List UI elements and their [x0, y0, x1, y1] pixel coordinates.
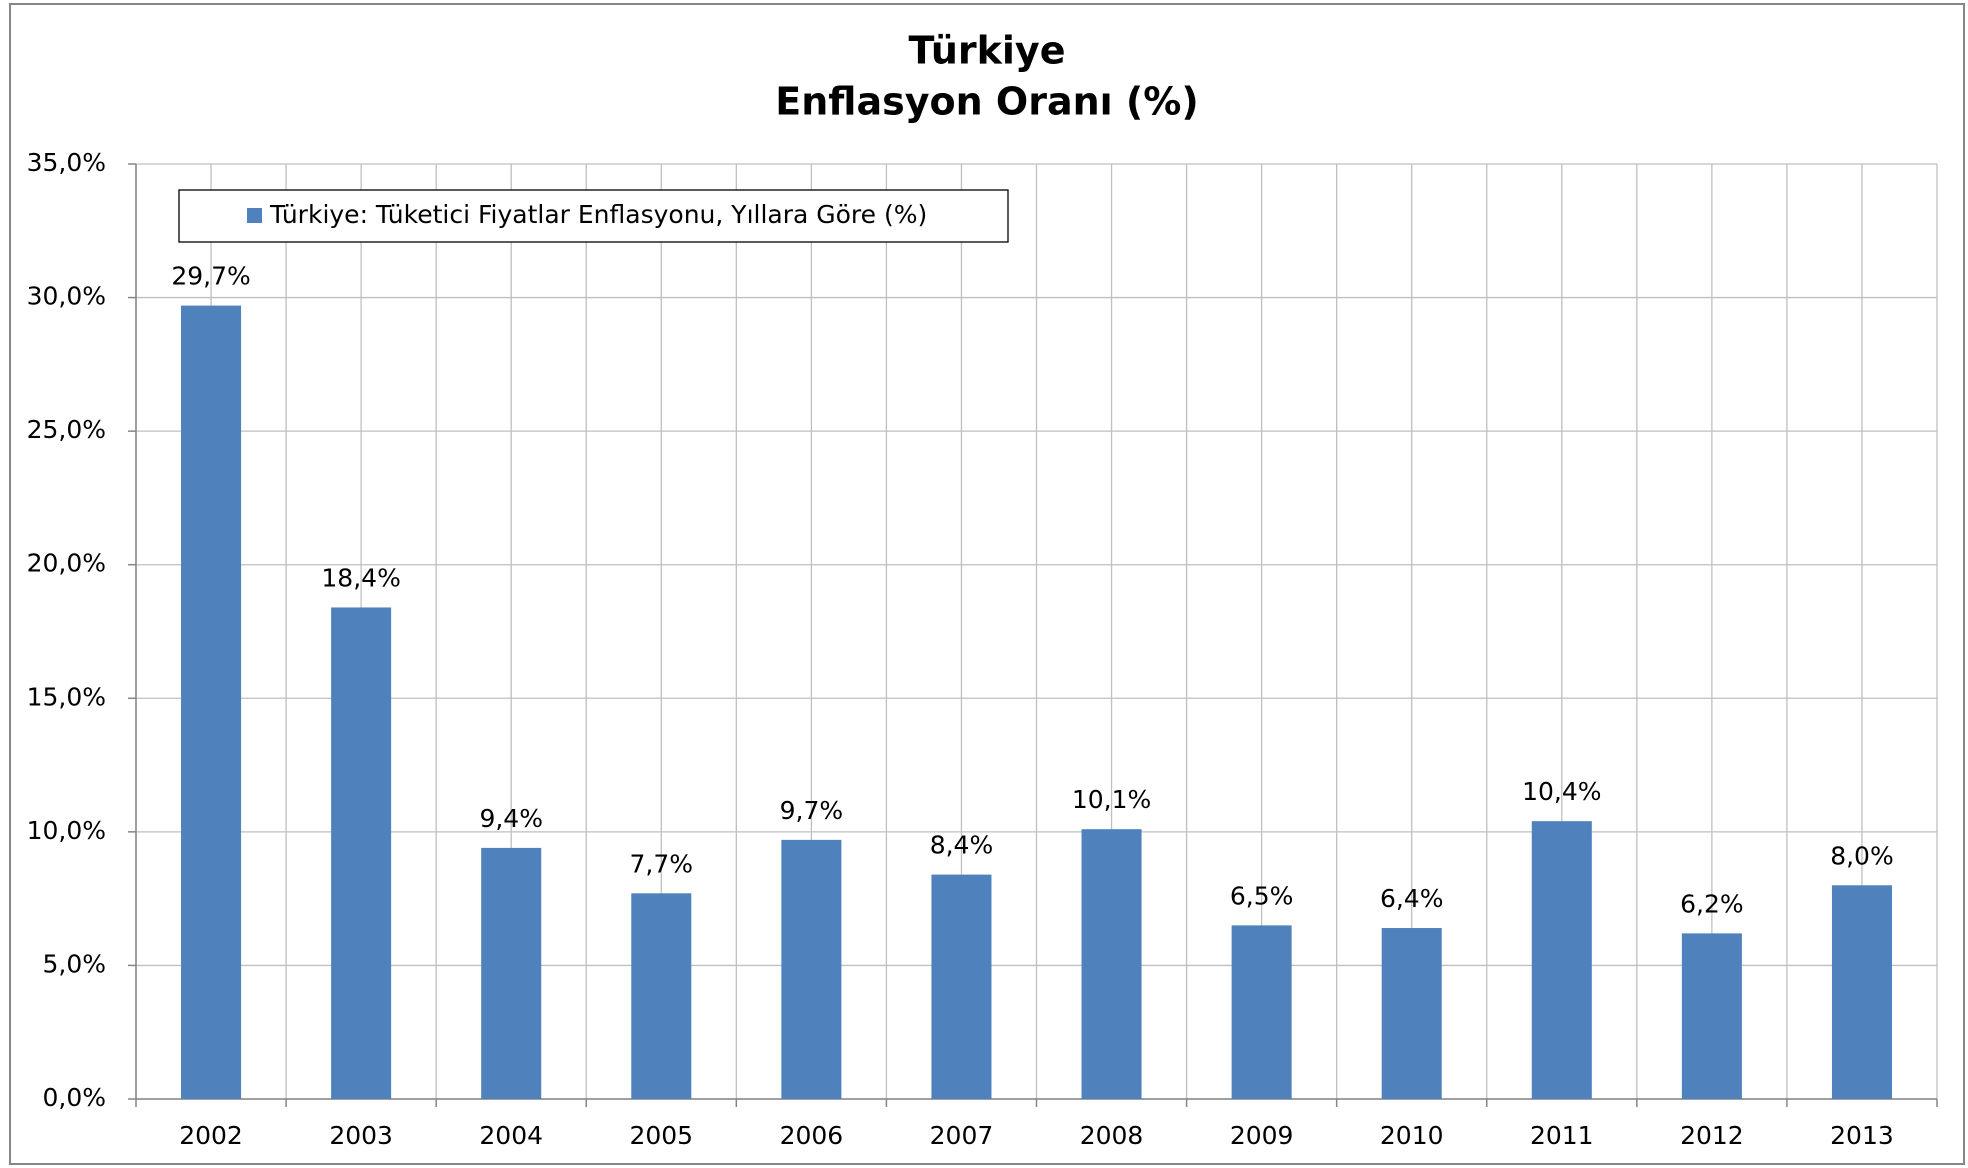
x-tick-label: 2013 [1830, 1121, 1894, 1150]
bar [1081, 829, 1142, 1099]
x-tick-label: 2005 [629, 1121, 693, 1150]
y-tick-label: 15,0% [27, 682, 106, 711]
data-label: 8,4% [930, 831, 994, 860]
data-label: 18,4% [321, 563, 400, 592]
bar [481, 847, 542, 1099]
y-tick-label: 0,0% [42, 1083, 106, 1112]
bar [1531, 821, 1592, 1099]
legend-label: Türkiye: Tüketici Fiyatlar Enflasyonu, Y… [269, 200, 927, 229]
x-tick-label: 2002 [179, 1121, 243, 1150]
x-tick-label: 2012 [1680, 1121, 1744, 1150]
x-tick-label: 2004 [479, 1121, 543, 1150]
bar [1231, 925, 1292, 1099]
y-tick-label: 35,0% [27, 148, 106, 177]
data-label: 7,7% [630, 849, 694, 878]
bar [931, 874, 992, 1099]
data-label: 29,7% [171, 262, 250, 291]
data-label: 10,1% [1072, 785, 1151, 814]
data-label: 8,0% [1830, 841, 1894, 870]
data-label: 6,2% [1680, 889, 1744, 918]
x-tick-label: 2008 [1080, 1121, 1144, 1150]
bar [331, 607, 392, 1099]
data-label: 9,7% [780, 796, 844, 825]
bar [1681, 933, 1742, 1099]
bar [781, 839, 842, 1099]
data-label: 6,5% [1230, 881, 1294, 910]
y-tick-label: 25,0% [27, 415, 106, 444]
x-tick-label: 2003 [329, 1121, 393, 1150]
x-tick-label: 2009 [1230, 1121, 1294, 1150]
y-tick-label: 30,0% [27, 282, 106, 311]
bar [1831, 885, 1892, 1099]
x-tick-label: 2010 [1380, 1121, 1444, 1150]
x-tick-label: 2011 [1530, 1121, 1594, 1150]
bar [631, 893, 692, 1099]
y-tick-label: 10,0% [27, 816, 106, 845]
bar [1381, 928, 1442, 1099]
x-tick-label: 2007 [930, 1121, 994, 1150]
y-tick-label: 5,0% [42, 949, 106, 978]
legend-box [178, 189, 1009, 243]
bar [181, 305, 242, 1100]
x-tick-label: 2006 [780, 1121, 844, 1150]
y-tick-label: 20,0% [27, 549, 106, 578]
legend-swatch [247, 208, 262, 223]
data-label: 10,4% [1522, 777, 1601, 806]
data-label: 9,4% [479, 804, 543, 833]
data-label: 6,4% [1380, 884, 1444, 913]
chart-title: Türkiye [909, 29, 1066, 73]
chart-subtitle: Enflasyon Oranı (%) [775, 80, 1198, 124]
